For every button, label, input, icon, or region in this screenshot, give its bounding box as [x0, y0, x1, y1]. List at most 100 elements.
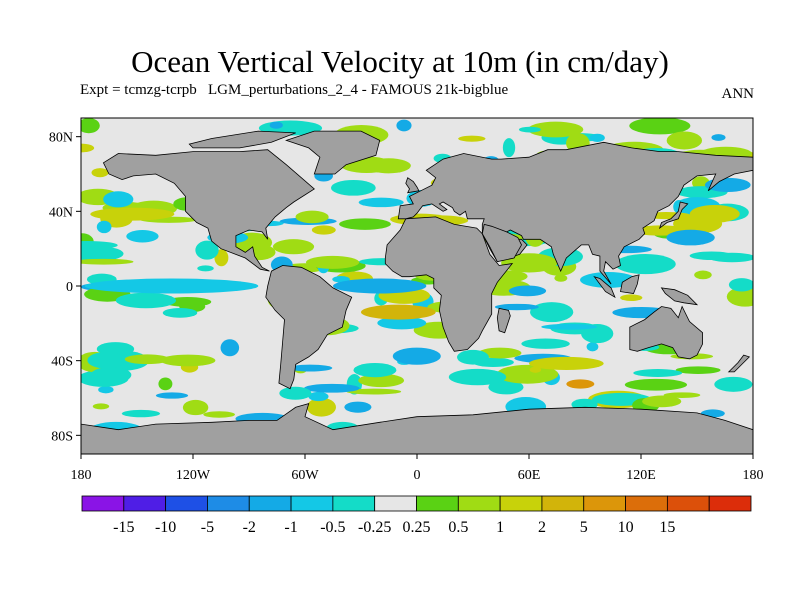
- land-arabian-fix: [481, 223, 522, 263]
- field-patch: [162, 308, 198, 318]
- x-tick-label: 120W: [176, 468, 211, 483]
- field-patch: [295, 210, 329, 224]
- field-patch: [448, 368, 507, 386]
- colorbar-tick-label: -0.5: [320, 519, 345, 536]
- field-patch: [126, 230, 159, 243]
- y-tick-label: 0: [66, 280, 73, 295]
- field-patch: [279, 386, 312, 400]
- field-patch: [91, 168, 109, 178]
- field-feature: [84, 278, 259, 294]
- field-patch: [675, 366, 721, 374]
- colorbar-tick-label: 0.25: [403, 519, 431, 536]
- field-patch: [115, 292, 176, 309]
- y-tick-label: 40S: [51, 355, 73, 370]
- field-patch: [103, 191, 134, 208]
- colorbar-tick-label: 2: [538, 519, 546, 536]
- colorbar-box: [123, 495, 167, 512]
- x-tick-label: 0: [414, 468, 421, 483]
- colorbar-tick-label: -5: [201, 519, 214, 536]
- map-plot-area: [80, 117, 754, 455]
- field-patch: [160, 354, 216, 367]
- field-patch: [589, 133, 605, 143]
- field-patch: [392, 347, 441, 365]
- field-patch: [353, 362, 397, 378]
- field-patch: [330, 179, 376, 196]
- land-borneo: [620, 274, 640, 294]
- colorbar-box: [416, 495, 459, 512]
- field-patch: [666, 229, 715, 246]
- colorbar-tick-label: 15: [659, 519, 675, 536]
- field-patch: [615, 254, 676, 275]
- field-feature: [566, 379, 595, 389]
- field-patch: [346, 388, 402, 395]
- colorbar-tick-label: 5: [580, 519, 588, 536]
- land-madagascar: [496, 307, 511, 334]
- longitude-axis: 180 120W 60W 0 60E 120E 180: [71, 454, 764, 483]
- colorbar-box: [583, 495, 626, 512]
- field-patch: [124, 354, 170, 365]
- land-africa: [384, 216, 514, 352]
- field-patch: [457, 349, 489, 365]
- x-tick-label: 60W: [291, 468, 319, 483]
- land-antarctica: [81, 403, 753, 454]
- colorbar-box: [499, 495, 543, 512]
- field-patch: [87, 351, 126, 369]
- field-patch: [478, 347, 522, 359]
- colorbar-box: [207, 495, 250, 512]
- field-patch: [642, 395, 682, 408]
- field-patch: [158, 377, 173, 391]
- field-patch: [81, 246, 124, 262]
- field-patch: [96, 220, 112, 234]
- field-patch: [527, 121, 584, 138]
- colorbar-tick-label: 0.5: [448, 519, 468, 536]
- field-patch: [689, 204, 740, 223]
- field-patch: [305, 255, 360, 269]
- field-patch: [728, 278, 753, 292]
- field-patch: [220, 339, 240, 357]
- field-patch: [195, 240, 219, 260]
- field-patch: [81, 258, 134, 265]
- field-patch: [629, 118, 691, 135]
- colorbar-tick-label: 10: [618, 519, 634, 536]
- land-greenland: [285, 130, 381, 175]
- colorbar-tick-label: 1: [496, 519, 504, 536]
- colorbar-box: [541, 495, 585, 512]
- field-patch: [92, 403, 110, 410]
- colorbar-box: [457, 495, 501, 512]
- field-patch: [496, 364, 559, 384]
- field-patch: [303, 383, 360, 393]
- field-patch: [269, 121, 283, 129]
- land-sumatra: [593, 275, 616, 299]
- colorbar-tick-label: -0.25: [358, 519, 391, 536]
- y-tick-label: 80N: [49, 131, 73, 146]
- colorbar-box: [81, 495, 125, 512]
- field-patch: [620, 294, 643, 302]
- field-patch: [529, 366, 542, 373]
- experiment-subtitle: Expt = tcmzg-tcrpb LGM_perturbations_2_4…: [80, 82, 509, 98]
- map-title: Ocean Vertical Velocity at 10m (in cm/da…: [131, 44, 669, 79]
- land-south-america: [265, 265, 353, 390]
- field-patch: [311, 225, 336, 235]
- x-tick-label: 180: [743, 468, 764, 483]
- field-patch: [508, 285, 547, 297]
- colorbar-box: [374, 495, 417, 512]
- colorbar-tick-label: -1: [284, 519, 297, 536]
- colorbar-box: [708, 495, 752, 512]
- land-mask: [81, 130, 753, 454]
- field-patch: [306, 397, 336, 417]
- field-patch: [308, 391, 329, 402]
- field-patch: [81, 143, 95, 153]
- field-patch: [502, 138, 516, 158]
- field-patch: [530, 302, 574, 323]
- field-patch: [344, 401, 372, 413]
- field-feature: [361, 304, 436, 320]
- field-patch: [287, 364, 333, 372]
- field-patch: [633, 369, 683, 377]
- field-patch: [272, 239, 315, 255]
- y-tick-label: 80S: [51, 429, 73, 444]
- field-patch: [182, 399, 209, 416]
- field-feature: [529, 356, 604, 371]
- field-patch: [458, 135, 486, 142]
- field-patch: [541, 323, 598, 330]
- colorbar-box: [625, 495, 668, 512]
